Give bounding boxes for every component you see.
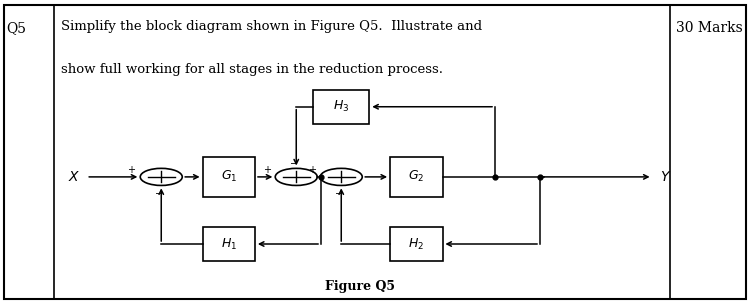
- Text: 30 Marks: 30 Marks: [676, 21, 742, 35]
- Text: Figure Q5: Figure Q5: [325, 280, 395, 293]
- Text: $-$: $-$: [154, 187, 164, 197]
- Text: $H_2$: $H_2$: [408, 236, 424, 252]
- Text: $H_1$: $H_1$: [220, 236, 237, 252]
- Text: $G_2$: $G_2$: [408, 169, 424, 185]
- Circle shape: [275, 168, 317, 185]
- Circle shape: [140, 168, 182, 185]
- Text: $+$: $+$: [128, 164, 136, 175]
- Text: Q5: Q5: [6, 21, 26, 35]
- Text: $Y$: $Y$: [660, 170, 671, 184]
- Bar: [390, 157, 442, 197]
- Text: $+$: $+$: [263, 164, 272, 175]
- Text: show full working for all stages in the reduction process.: show full working for all stages in the …: [62, 63, 443, 76]
- Text: Simplify the block diagram shown in Figure Q5.  Illustrate and: Simplify the block diagram shown in Figu…: [62, 20, 483, 33]
- Circle shape: [320, 168, 362, 185]
- Text: $-$: $-$: [334, 187, 344, 197]
- Text: $+$: $+$: [308, 164, 317, 175]
- Bar: [390, 227, 442, 261]
- Text: $G_1$: $G_1$: [220, 169, 237, 185]
- Bar: [202, 157, 255, 197]
- Text: $H_3$: $H_3$: [333, 99, 350, 114]
- Text: $X$: $X$: [68, 170, 80, 184]
- Bar: [314, 90, 369, 124]
- Text: $-$: $-$: [290, 157, 298, 167]
- Bar: [202, 227, 255, 261]
